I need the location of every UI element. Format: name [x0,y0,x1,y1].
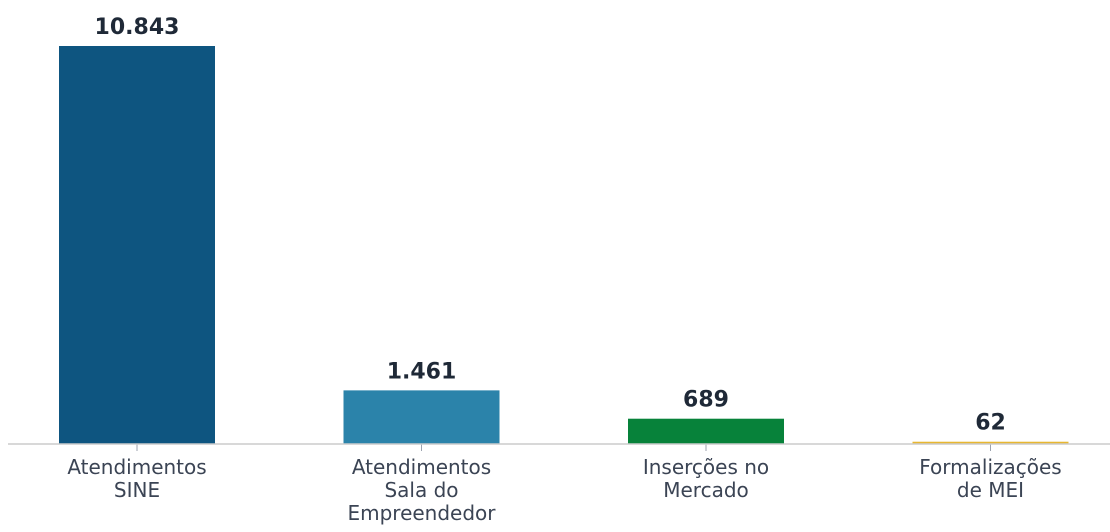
value-label: 62 [975,411,1006,436]
x-tick-label: Inserções no Mercado [642,455,770,502]
value-label: 10.843 [95,15,180,40]
bar [343,390,500,444]
x-tick-label: Formalizações de MEI [919,455,1062,502]
value-label: 689 [683,388,729,413]
value-label: 1.461 [387,359,457,384]
bar [628,418,784,444]
bar [912,441,1069,444]
bar [59,46,215,444]
x-tick-label: Atendimentos SINE [67,455,207,502]
x-tick-label: Atendimentos Sala do Empreendedor [347,455,496,525]
